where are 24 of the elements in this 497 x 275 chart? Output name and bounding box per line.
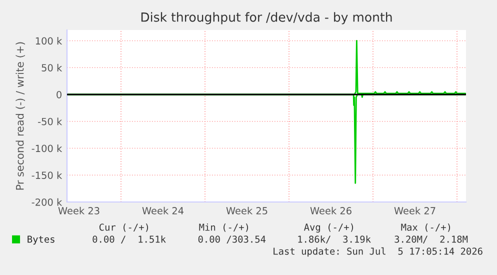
- text: Cur (-/+): [99, 223, 148, 232]
- legend-label: Bytes: [28, 236, 54, 245]
- text: Avg (-/+): [304, 223, 354, 233]
- y-tick-label: 50 k: [42, 64, 62, 72]
- y-tick-label: -150 k: [32, 171, 62, 179]
- chart-title: Disk throughput for /dev/vda - by month: [141, 12, 392, 24]
- text: Max (-/+): [401, 223, 450, 232]
- y-tick-label: -50 k: [38, 118, 62, 126]
- y-tick-label: -100 k: [32, 144, 62, 152]
- text: 0.00 / 1.51k: [92, 235, 166, 244]
- x-tick-label: Week 24: [142, 206, 184, 214]
- text: Min (-/+): [199, 223, 248, 232]
- text: Last update: Sun Jul 5 17:05:14 2026: [274, 247, 482, 257]
- y-tick-label: -200 k: [32, 198, 62, 206]
- text: 1.86k/ 3.19k: [298, 235, 371, 244]
- y-axis-title: Pr second read (-) / write (+): [16, 42, 26, 190]
- text: 0.00 /303.54: [198, 236, 266, 244]
- y-tick-label: 0: [56, 90, 62, 98]
- x-tick-label: Week 23: [58, 206, 100, 214]
- text: 3.20M/ 2.18M: [394, 236, 468, 244]
- x-tick-label: Week 27: [394, 206, 436, 214]
- x-tick-label: Week 25: [226, 206, 268, 214]
- x-tick-label: Week 26: [310, 206, 352, 214]
- y-tick-label: 100 k: [36, 37, 62, 45]
